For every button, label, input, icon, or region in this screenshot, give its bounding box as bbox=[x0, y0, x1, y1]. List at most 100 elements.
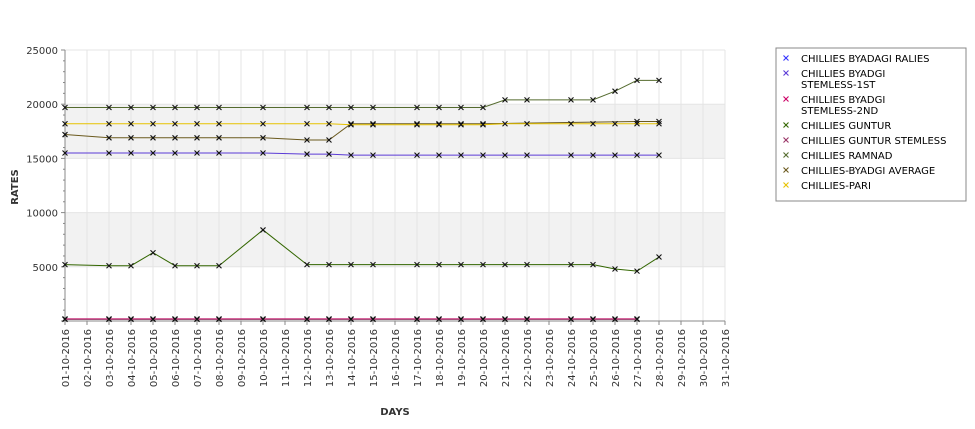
data-point-marker bbox=[304, 261, 310, 268]
data-point-marker bbox=[260, 134, 266, 141]
y-tick-label: 5000 bbox=[33, 263, 58, 274]
data-point-marker bbox=[128, 150, 134, 156]
data-point-marker bbox=[194, 150, 200, 156]
data-point-marker bbox=[216, 150, 222, 156]
data-point-marker bbox=[634, 120, 640, 127]
series-line bbox=[62, 118, 662, 143]
x-tick-label: 23-10-2016 bbox=[545, 329, 556, 387]
x-tick-label: 13-10-2016 bbox=[325, 329, 336, 387]
x-tick-label: 29-10-2016 bbox=[677, 329, 688, 387]
data-point-marker bbox=[106, 262, 112, 269]
data-point-marker bbox=[414, 120, 420, 127]
data-point-marker bbox=[304, 316, 310, 323]
legend-label: CHILLIES BYADGI STEMLESS-1ST bbox=[801, 69, 885, 91]
data-point-marker bbox=[216, 104, 222, 111]
data-point-marker bbox=[590, 152, 596, 159]
x-tick-label: 08-10-2016 bbox=[215, 329, 226, 387]
legend-marker bbox=[783, 96, 789, 102]
data-point-marker bbox=[458, 121, 464, 128]
data-point-marker bbox=[326, 316, 332, 323]
x-tick-label: 03-10-2016 bbox=[105, 329, 116, 387]
x-tick-label: 11-10-2016 bbox=[281, 329, 292, 387]
data-point-marker bbox=[106, 104, 112, 111]
data-point-marker bbox=[326, 104, 332, 111]
data-point-marker bbox=[326, 151, 332, 157]
x-tick-label: 04-10-2016 bbox=[127, 329, 138, 387]
x-tick-label: 09-10-2016 bbox=[237, 329, 248, 387]
x-tick-label: 07-10-2016 bbox=[193, 329, 204, 387]
legend-label: CHILLIES BYADAGI RALIES bbox=[801, 54, 930, 65]
series-line bbox=[62, 77, 662, 111]
data-point-marker bbox=[370, 316, 376, 323]
data-point-marker bbox=[370, 121, 376, 128]
x-tick-label: 01-10-2016 bbox=[61, 329, 72, 387]
x-tick-label: 18-10-2016 bbox=[435, 329, 446, 387]
data-point-marker bbox=[590, 96, 596, 103]
legend-label: CHILLIES BYADGI STEMLESS-2ND bbox=[801, 95, 885, 117]
x-tick-label: 06-10-2016 bbox=[171, 329, 182, 387]
data-point-marker bbox=[590, 261, 596, 268]
legend-marker bbox=[783, 167, 789, 173]
series-path bbox=[65, 79, 659, 108]
data-point-marker bbox=[612, 316, 618, 323]
data-point-marker bbox=[656, 120, 662, 127]
data-point-marker bbox=[590, 120, 596, 127]
data-point-marker bbox=[634, 152, 640, 159]
series-line bbox=[62, 150, 662, 159]
y-tick-label: 25000 bbox=[26, 46, 58, 57]
legend-label: CHILLIES GUNTUR STEMLESS bbox=[801, 136, 946, 147]
data-point-marker bbox=[62, 120, 68, 127]
x-tick-label: 16-10-2016 bbox=[391, 329, 402, 387]
data-point-marker bbox=[480, 152, 486, 159]
data-point-marker bbox=[656, 118, 662, 125]
data-point-marker bbox=[524, 316, 530, 323]
data-point-marker bbox=[348, 152, 354, 159]
x-tick-label: 17-10-2016 bbox=[413, 329, 424, 387]
series-line bbox=[62, 227, 662, 275]
x-tick-label: 21-10-2016 bbox=[501, 329, 512, 387]
legend-item: CHILLIES GUNTUR bbox=[783, 121, 891, 132]
data-point-marker bbox=[656, 77, 662, 84]
axes bbox=[61, 49, 726, 325]
data-point-marker bbox=[634, 77, 640, 84]
data-point-marker bbox=[414, 261, 420, 268]
data-point-marker bbox=[568, 261, 574, 268]
data-point-marker bbox=[216, 262, 222, 269]
data-point-marker bbox=[458, 316, 464, 323]
legend-item: CHILLIES BYADGI STEMLESS-2ND bbox=[783, 95, 885, 117]
legend-label: CHILLIES-BYADGI AVERAGE bbox=[801, 166, 935, 177]
data-point-marker bbox=[480, 104, 486, 111]
data-point-marker bbox=[612, 266, 618, 272]
data-point-marker bbox=[480, 316, 486, 323]
x-tick-labels: 01-10-2016 02-10-2016 03-10-2016 04-10-2016… bbox=[61, 329, 732, 387]
legend: CHILLIES BYADAGI RALIES CHILLIES BYADGI ST… bbox=[775, 47, 967, 202]
data-point-marker bbox=[150, 104, 156, 111]
series-line bbox=[62, 120, 662, 128]
data-point-marker bbox=[458, 152, 464, 159]
data-point-marker bbox=[348, 121, 354, 128]
data-point-marker bbox=[348, 316, 354, 323]
data-point-marker bbox=[172, 316, 178, 323]
data-point-marker bbox=[106, 150, 112, 156]
data-point-marker bbox=[612, 152, 618, 159]
data-point-marker bbox=[634, 268, 640, 275]
data-point-marker bbox=[524, 96, 530, 103]
data-point-marker bbox=[634, 118, 640, 125]
data-point-marker bbox=[436, 316, 442, 323]
data-point-marker bbox=[62, 104, 68, 111]
data-point-marker bbox=[260, 104, 266, 111]
data-point-marker bbox=[106, 120, 112, 127]
x-tick-label: 31-10-2016 bbox=[721, 329, 732, 387]
data-point-marker bbox=[150, 120, 156, 127]
data-point-marker bbox=[304, 120, 310, 127]
x-tick-label: 12-10-2016 bbox=[303, 329, 314, 387]
data-point-marker bbox=[172, 120, 178, 127]
data-point-marker bbox=[62, 131, 68, 138]
legend-marker bbox=[783, 122, 789, 128]
data-point-marker bbox=[568, 316, 574, 323]
x-tick-label: 30-10-2016 bbox=[699, 329, 710, 387]
data-point-marker bbox=[436, 121, 442, 128]
data-point-marker bbox=[150, 249, 156, 256]
data-point-marker bbox=[370, 104, 376, 111]
